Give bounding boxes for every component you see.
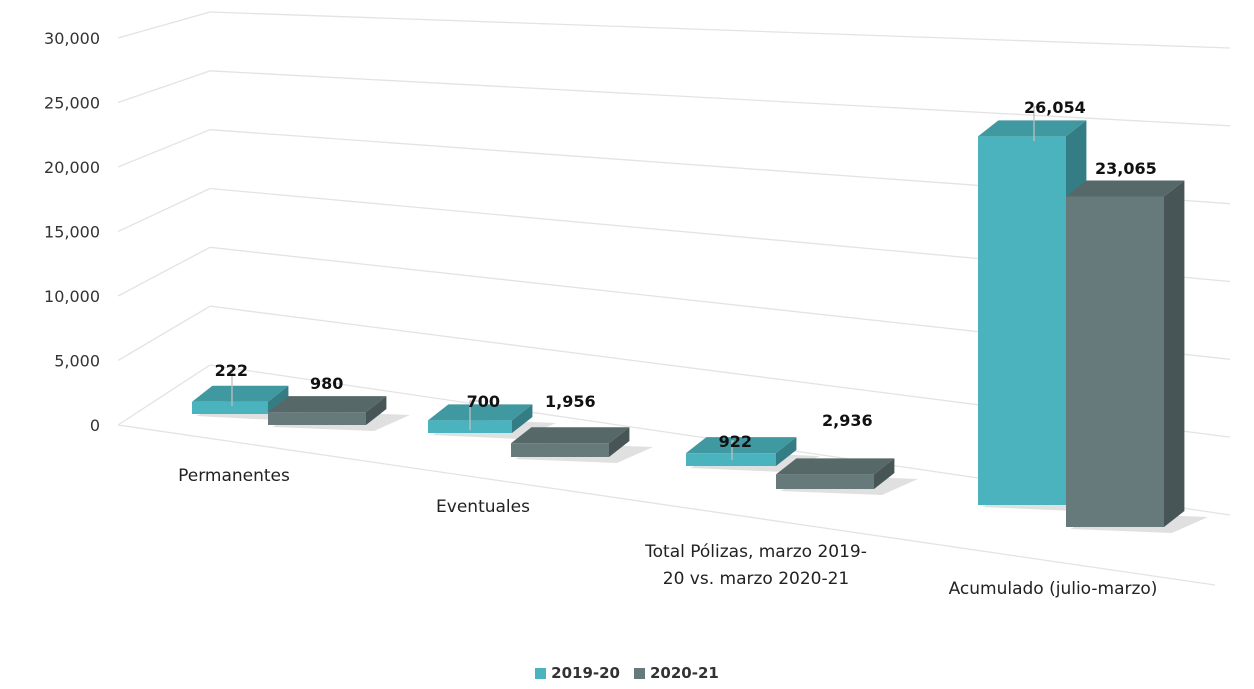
bar-top: [511, 427, 630, 444]
label-leader-line: [731, 440, 734, 460]
data-label: 922: [719, 432, 752, 451]
gridline-side-2: [117, 246, 211, 297]
y-tick-label: 0: [90, 416, 100, 435]
legend-swatch-series-2: [634, 667, 645, 679]
bar-side: [874, 458, 895, 489]
category-label: Total Pólizas, marzo 2019- 20 vs. marzo 2…: [644, 542, 867, 589]
bar-side: [776, 437, 797, 466]
data-label: 23,065: [1095, 159, 1157, 178]
y-tick-label: 10,000: [44, 287, 100, 306]
bar-2019-20-2: [686, 437, 820, 472]
legend-label-series-2: 2020-21: [650, 664, 719, 682]
category-label: Eventuales: [436, 497, 530, 517]
bar-top: [1066, 180, 1185, 197]
bar-front: [268, 412, 366, 425]
legend-item-series-2: 2020-21: [634, 664, 719, 682]
gridline-side-5: [117, 70, 211, 104]
y-tick-label: 5,000: [54, 352, 100, 371]
bar-side: [609, 427, 630, 457]
label-leader-line: [469, 400, 482, 430]
gridline-side-0: [117, 364, 211, 426]
legend-label-series-1: 2019-20: [551, 664, 620, 682]
label-leader-line: [1033, 106, 1036, 141]
bar-front: [511, 443, 609, 457]
bar-front: [192, 401, 268, 414]
data-labels: 222 980 700 1,956 922 2,936 26,054 23,065: [215, 98, 1157, 460]
category-label-line: Permanentes: [178, 466, 290, 486]
bar-front: [978, 136, 1066, 505]
data-label: 980: [310, 374, 343, 393]
bar-side: [1164, 180, 1185, 527]
legend-swatch-series-1: [535, 667, 547, 679]
gridline-side-1: [117, 305, 211, 362]
data-label: 26,054: [1024, 98, 1086, 117]
category-label-line: 20 vs. marzo 2020-21: [663, 569, 850, 589]
category-labels: Permanentes Eventuales Total Pólizas, marz…: [178, 466, 1157, 599]
y-tick-label: 25,000: [44, 94, 100, 113]
bar-side: [366, 396, 387, 425]
gridline-side-6: [117, 11, 211, 39]
y-tick-label: 20,000: [44, 158, 100, 177]
y-tick-label: 30,000: [44, 29, 100, 48]
category-label-line: Acumulado (julio-marzo): [949, 579, 1158, 599]
gridline-side-4: [117, 129, 211, 168]
bar-front: [1066, 196, 1164, 527]
data-label: 1,956: [545, 392, 596, 411]
category-label: Permanentes: [178, 466, 290, 486]
data-label: 2,936: [822, 411, 873, 430]
bar-side: [268, 385, 289, 414]
bars: [192, 120, 1208, 533]
bar-2020-21-1: [511, 427, 653, 463]
bar-top: [776, 458, 895, 475]
category-label-line: Eventuales: [436, 497, 530, 517]
legend-item-series-1: 2019-20: [535, 664, 620, 682]
bar-top: [192, 385, 289, 402]
floor-front-edge: [117, 424, 1216, 586]
y-axis-ticks: 0 5,000 10,000 15,000 20,000 25,000 30,000: [44, 29, 100, 435]
gridline-5: [209, 70, 1231, 127]
bar-top: [686, 437, 797, 454]
gridline-side-3: [117, 187, 211, 233]
bar-front: [776, 474, 874, 489]
bar-top: [978, 120, 1087, 137]
y-tick-label: 15,000: [44, 223, 100, 242]
legend: 2019-20 2020-21: [0, 664, 1254, 682]
data-label: 700: [467, 392, 500, 411]
gridline-6: [209, 11, 1231, 49]
bar-side: [512, 404, 533, 433]
category-label: Acumulado (julio-marzo): [949, 579, 1158, 599]
label-leader-line: [230, 369, 233, 406]
bar-2020-21-0: [268, 396, 410, 431]
bar-2020-21-3: [1066, 180, 1208, 533]
bar-front: [686, 453, 776, 466]
bar-2020-21-2: [776, 458, 918, 495]
bar-top: [268, 396, 387, 413]
category-label-line: Total Pólizas, marzo 2019-: [644, 542, 867, 562]
bar-top: [428, 404, 533, 421]
data-label: 222: [215, 361, 248, 380]
